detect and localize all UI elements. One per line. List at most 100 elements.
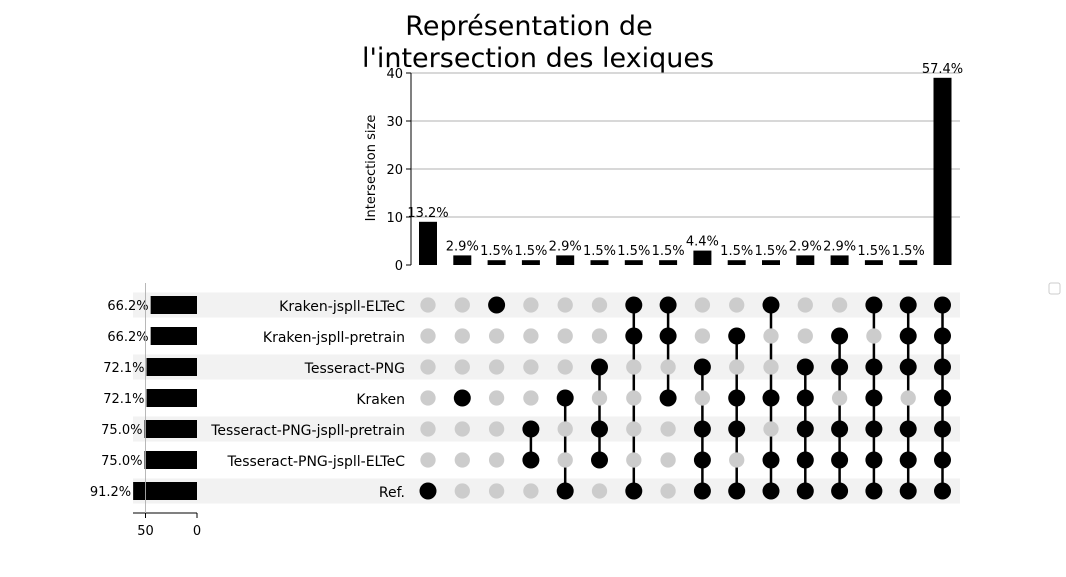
matrix-dot-inactive — [626, 359, 642, 375]
set-size-bar — [150, 296, 197, 314]
matrix-dot-active — [831, 482, 849, 500]
y-tick-label: 30 — [386, 115, 403, 130]
matrix-dot-active — [556, 482, 574, 500]
set-size-tick-label: 50 — [137, 524, 154, 539]
matrix-dot-active — [693, 420, 711, 438]
matrix-dot-inactive — [660, 452, 676, 468]
matrix-dot-inactive — [488, 359, 505, 375]
matrix-dot-active — [796, 482, 814, 500]
matrix-row-stripe — [133, 416, 960, 442]
matrix-dot-active — [865, 389, 883, 407]
intersection-bar-label: 1.5% — [480, 244, 513, 259]
chart-title-line-2: l'intersection des lexiques — [362, 43, 714, 74]
matrix-dot-active — [762, 296, 780, 314]
matrix-dot-inactive — [660, 359, 676, 375]
matrix-dot-inactive — [454, 421, 470, 437]
intersection-bar — [624, 260, 643, 265]
matrix-dot-active — [934, 327, 951, 345]
matrix-dot-inactive — [591, 297, 608, 313]
matrix-dot-active — [419, 482, 437, 500]
matrix-dot-inactive — [454, 297, 470, 313]
matrix-dot-inactive — [831, 297, 848, 313]
matrix-dot-active — [934, 358, 951, 376]
matrix-dot-inactive — [523, 359, 539, 375]
intersection-bar — [453, 255, 472, 265]
matrix-dot-active — [522, 451, 540, 469]
chart-title-line-1: Représentation de — [405, 11, 652, 42]
intersection-bar-label: 1.5% — [754, 244, 787, 259]
intersection-bar-label: 1.5% — [720, 244, 753, 259]
set-name-label: Tesseract-PNG — [304, 361, 405, 377]
matrix-dot-active — [831, 420, 849, 438]
matrix-dot-inactive — [488, 390, 505, 406]
matrix-dot-inactive — [694, 328, 711, 344]
matrix-dot-active — [453, 389, 471, 407]
matrix-dot-inactive — [763, 359, 779, 375]
intersection-bar-label: 2.9% — [446, 239, 479, 254]
matrix-dot-inactive — [591, 390, 608, 406]
matrix-dot-inactive — [454, 452, 470, 468]
intersection-bar — [899, 260, 918, 265]
gridlines — [411, 72, 960, 218]
set-size-label: 91.2% — [90, 485, 131, 500]
matrix-dot-inactive — [454, 328, 470, 344]
matrix-dot-active — [625, 482, 643, 500]
set-size-label: 75.0% — [101, 454, 142, 469]
y-tick-label: 0 — [395, 259, 403, 274]
set-size-label: 66.2% — [107, 330, 148, 345]
matrix-dot-active — [934, 482, 951, 500]
intersection-bar-label: 1.5% — [617, 244, 650, 259]
matrix-dot-active — [831, 358, 849, 376]
matrix-dot-inactive — [420, 452, 436, 468]
matrix-dot-inactive — [488, 452, 505, 468]
matrix-dot-inactive — [557, 359, 573, 375]
intersection-bar-label: 4.4% — [686, 235, 719, 250]
matrix-dot-inactive — [420, 297, 436, 313]
matrix-dot-active — [934, 389, 951, 407]
y-axis-label: Intersection size — [364, 115, 379, 222]
matrix-dot-inactive — [557, 452, 573, 468]
set-name-label: Kraken-jspll-ELTeC — [279, 299, 405, 315]
intersection-bar — [556, 255, 575, 265]
matrix-dot-inactive — [523, 483, 539, 499]
intersection-bar-label: 2.9% — [789, 239, 822, 254]
set-name-label: Ref. — [379, 485, 405, 501]
matrix-dot-inactive — [900, 390, 916, 406]
matrix-dot-active — [728, 420, 746, 438]
matrix-stripes — [133, 292, 960, 504]
matrix-dot-active — [831, 327, 849, 345]
matrix-dot-inactive — [831, 390, 848, 406]
y-tick-label: 40 — [386, 67, 403, 82]
set-name-label: Tesseract-PNG-jspll-pretrain — [210, 423, 405, 439]
matrix-dot-active — [728, 482, 746, 500]
matrix-dot-inactive — [557, 297, 573, 313]
matrix-dot-inactive — [488, 328, 505, 344]
matrix-dot-active — [899, 482, 917, 500]
matrix-dot-active — [865, 358, 883, 376]
matrix-dot-active — [865, 420, 883, 438]
intersection-bar — [830, 255, 849, 265]
matrix-dot-inactive — [763, 421, 779, 437]
matrix-dot-active — [899, 451, 917, 469]
set-size-label: 72.1% — [103, 361, 144, 376]
matrix-dot-inactive — [626, 390, 642, 406]
matrix-dot-active — [556, 389, 574, 407]
intersection-bar — [419, 221, 437, 265]
matrix-dot-inactive — [488, 483, 505, 499]
matrix-dot-active — [831, 451, 849, 469]
matrix-dot-inactive — [523, 297, 539, 313]
matrix-dot-inactive — [626, 421, 642, 437]
intersection-bar — [933, 77, 952, 265]
matrix-dot-inactive — [557, 328, 573, 344]
intersection-bar — [864, 260, 883, 265]
set-size-bar — [144, 451, 197, 469]
matrix-dot-inactive — [694, 390, 711, 406]
set-name-label: Kraken-jspll-pretrain — [263, 330, 405, 346]
matrix-dot-inactive — [523, 328, 539, 344]
matrix-dot-inactive — [729, 297, 745, 313]
matrix-dot-active — [625, 296, 643, 314]
matrix-dot-inactive — [420, 421, 436, 437]
intersection-bar — [762, 260, 780, 265]
matrix-dot-active — [591, 358, 608, 376]
set-size-bar — [146, 358, 197, 376]
